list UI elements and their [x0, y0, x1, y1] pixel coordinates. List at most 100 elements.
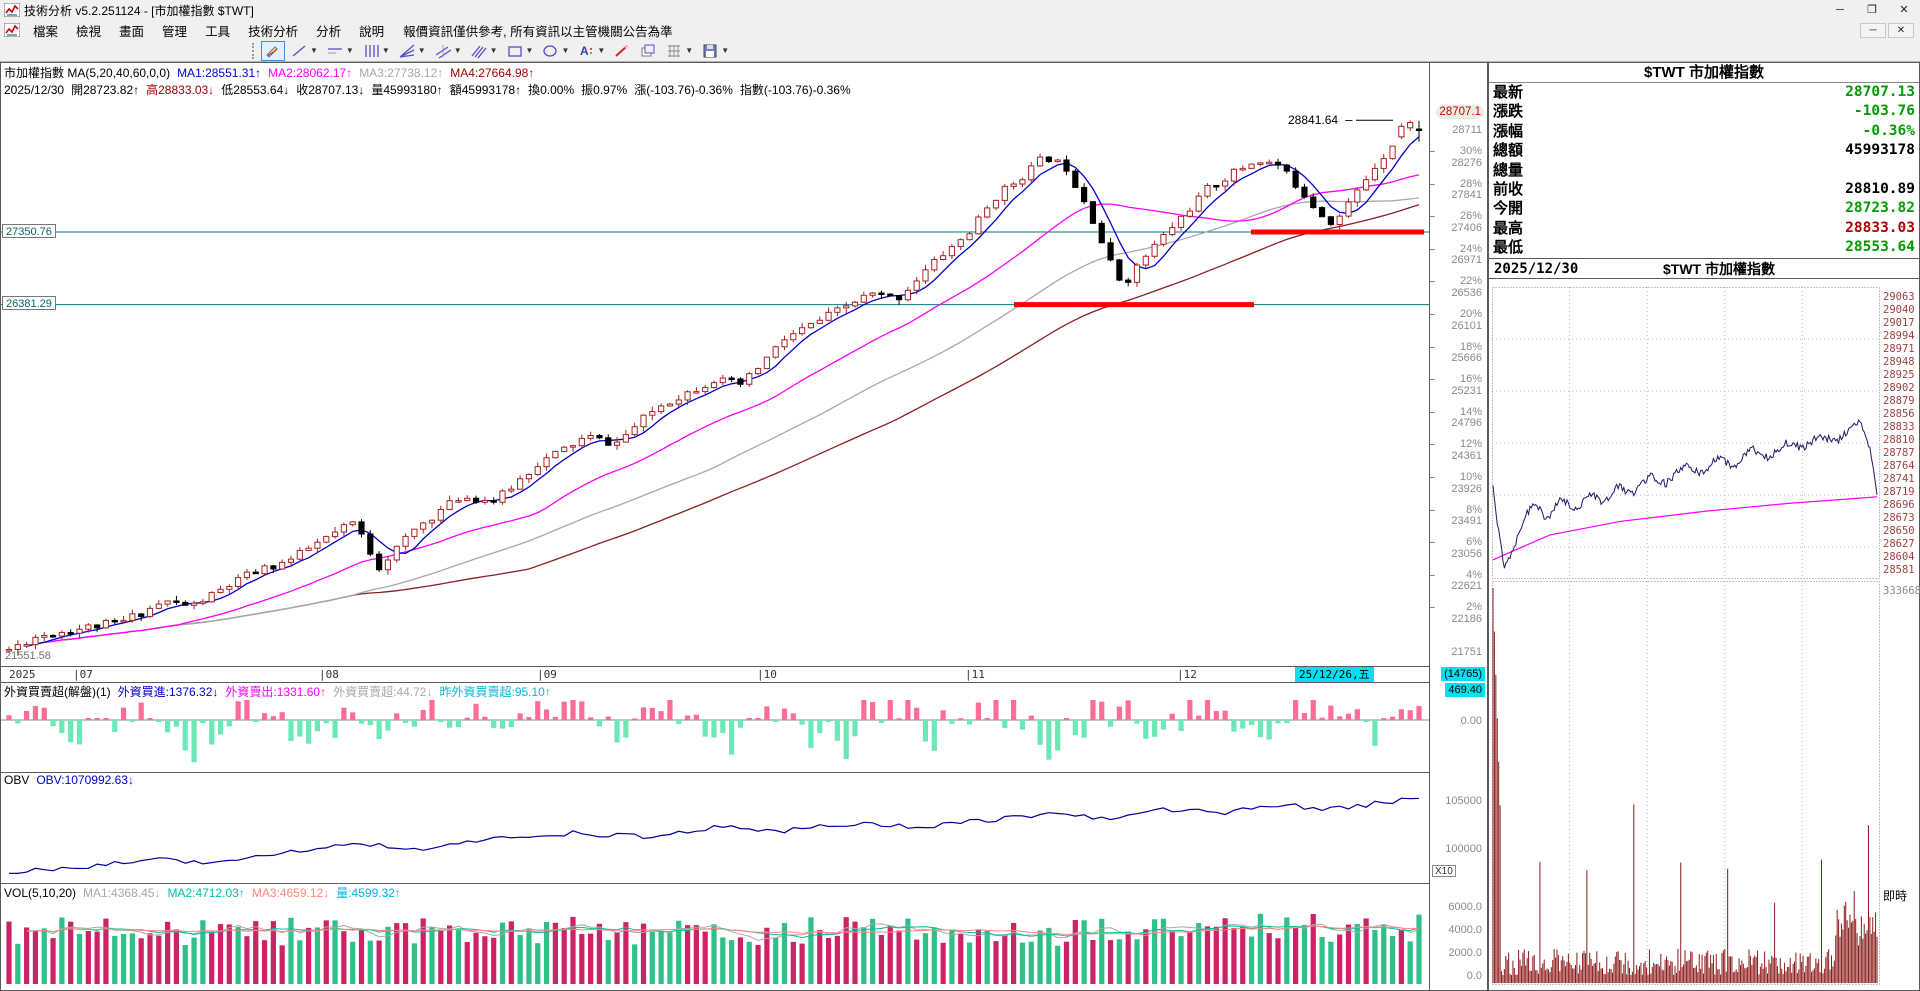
- dropdown-caret-icon[interactable]: ▼: [561, 46, 570, 55]
- tool-text-tool-button[interactable]: A ▼: [574, 41, 608, 61]
- axis-percent-label: 26%: [1459, 210, 1482, 223]
- hdr2-seg-1: 開28723.82↑: [71, 83, 140, 97]
- intraday-axis-label: 28741: [1883, 473, 1915, 485]
- mdi-minimize-button[interactable]: ─: [1860, 22, 1886, 38]
- vol-axis-label: 6000.0: [1448, 901, 1482, 913]
- date-tick: |08: [319, 668, 339, 681]
- vol-hdr-seg-3: MA3:4659.12↓: [251, 886, 330, 900]
- main-chart-region: 市加權指數 MA(5,20,40,60,0,0) MA1:28551.31↑ MA2…: [0, 62, 1430, 991]
- minimize-button[interactable]: ─: [1836, 4, 1844, 16]
- tool-hatch-lines-button[interactable]: ▼: [467, 41, 501, 61]
- tool-fan-lines-button[interactable]: ▼: [395, 41, 429, 61]
- dropdown-caret-icon[interactable]: ▼: [721, 46, 730, 55]
- menu-item-7[interactable]: 說明: [359, 24, 385, 39]
- obv-hdr-seg-1: OBV:1070992.63↓: [36, 773, 134, 787]
- tool-channel-button[interactable]: ▼: [431, 41, 465, 61]
- hdr2-seg-6: 額45993178↑: [449, 83, 522, 97]
- menu-item-4[interactable]: 工具: [205, 24, 231, 39]
- tool-grid-button[interactable]: ▼: [662, 41, 696, 61]
- obv-hdr-seg-0: OBV: [4, 773, 30, 787]
- maximize-button[interactable]: ❐: [1867, 4, 1877, 16]
- axis-percent-label: 8%: [1466, 503, 1482, 516]
- mdi-close-button[interactable]: ✕: [1888, 22, 1914, 38]
- axis-percent-label: 16%: [1459, 373, 1482, 386]
- dropdown-caret-icon[interactable]: ▼: [345, 46, 354, 55]
- date-tick: |09: [537, 668, 557, 681]
- foreign-investor-chart[interactable]: [1, 698, 1429, 772]
- tool-horizontal-line-button[interactable]: ▼: [323, 41, 357, 61]
- foreign-latest-badge: (14765): [1441, 667, 1485, 681]
- quote-row: 前收 28810.89: [1489, 180, 1919, 199]
- dropdown-caret-icon[interactable]: ▼: [381, 46, 390, 55]
- quote-rows: 最新 28707.13 漲跌 -103.76 漲幅 -0.36% 總額 45993178 總量前…: [1489, 83, 1919, 258]
- intraday-axis-label: 28673: [1883, 512, 1915, 524]
- intraday-date: 2025/12/30: [1494, 261, 1579, 277]
- peak-price-annotation: 28841.64 —: [1288, 113, 1353, 127]
- axis-percent-label: 4%: [1466, 568, 1482, 581]
- tool-save-button[interactable]: ▼: [698, 41, 732, 61]
- intraday-price-chart[interactable]: [1492, 287, 1880, 579]
- quote-label: 總量: [1493, 161, 1524, 179]
- axis-tick: [1430, 183, 1435, 185]
- obv-chart[interactable]: [1, 788, 1429, 883]
- menu-item-6[interactable]: 分析: [316, 24, 342, 39]
- price-axis-strip: 28707.1 28711 28276 27841 27406 26971 26536 261…: [1430, 62, 1488, 991]
- hdr2-seg-3: 低28553.64↓: [221, 83, 290, 97]
- foreign-hdr-seg-1: 外資買進:1376.32↓: [117, 685, 219, 699]
- quote-value: -103.76: [1853, 103, 1915, 120]
- dropdown-caret-icon[interactable]: ▼: [685, 46, 694, 55]
- axis-price-label: 22621: [1451, 580, 1482, 593]
- dropdown-caret-icon[interactable]: ▼: [525, 46, 534, 55]
- toolbar-drag-handle: [252, 42, 256, 59]
- axis-percent-label: 20%: [1459, 308, 1482, 320]
- axis-percent-label: 10%: [1459, 471, 1482, 483]
- menu-item-2[interactable]: 畫面: [119, 24, 145, 39]
- menu-app-icon: [4, 23, 20, 37]
- intraday-axis-label: 28856: [1883, 408, 1915, 420]
- menu-items: 檔案 檢視 畫面 管理 工具 技術分析 分析 說明: [24, 20, 393, 41]
- hdr1-seg-2: MA2:28062.17↑: [268, 66, 353, 80]
- menu-item-1[interactable]: 檢視: [76, 24, 102, 39]
- tool-vertical-lines-button[interactable]: ▼: [359, 41, 393, 61]
- drawing-toolbar: ▼ ▼ ▼ ▼ ▼ ▼ ▼ ▼ A ▼ ▼ ▼: [0, 40, 1920, 62]
- channel-icon: [434, 43, 452, 59]
- tool-copy-object-button[interactable]: [636, 41, 660, 61]
- support-level-label-upper: 27350.76: [2, 224, 56, 238]
- vertical-lines-icon: [362, 43, 380, 59]
- dropdown-caret-icon[interactable]: ▼: [310, 46, 318, 55]
- intraday-axis-label: 28581: [1883, 564, 1915, 576]
- obv-axis-label: 105000: [1445, 795, 1482, 807]
- intraday-axis-label: 28833: [1883, 421, 1915, 433]
- foreign-latest-badge: 469.40: [1445, 683, 1485, 697]
- quote-and-intraday-panel: $TWT 市加權指數 最新 28707.13 漲跌 -103.76 漲幅 -0.36% 總額…: [1488, 62, 1920, 991]
- axis-tick: [1430, 542, 1435, 544]
- hdr2-seg-7: 換0.00%: [528, 83, 575, 97]
- menu-item-5[interactable]: 技術分析: [248, 24, 299, 39]
- quote-label: 今開: [1493, 200, 1524, 218]
- axis-percent-label: 14%: [1459, 405, 1482, 418]
- intraday-axis-label: 29040: [1883, 304, 1915, 316]
- axis-price-label: 27841: [1451, 189, 1482, 202]
- menu-item-0[interactable]: 檔案: [33, 24, 59, 39]
- axis-tick: [1430, 477, 1435, 478]
- close-button[interactable]: ✕: [1899, 4, 1909, 16]
- tool-red-pencil-button[interactable]: [610, 41, 634, 61]
- tool-rectangle-button[interactable]: ▼: [503, 41, 537, 61]
- tool-draw-pencil-button[interactable]: [261, 40, 285, 61]
- dropdown-caret-icon[interactable]: ▼: [597, 46, 606, 55]
- volume-chart[interactable]: [1, 899, 1429, 991]
- axis-price-label: 26101: [1451, 319, 1482, 332]
- quote-label: 漲幅: [1493, 122, 1524, 140]
- axis-price-label: 26971: [1451, 254, 1482, 267]
- dropdown-caret-icon[interactable]: ▼: [453, 46, 462, 55]
- intraday-volume-chart[interactable]: [1492, 581, 1880, 985]
- dropdown-caret-icon[interactable]: ▼: [417, 46, 426, 55]
- vol-hdr-seg-2: MA2:4712.03↑: [167, 886, 245, 900]
- candlestick-chart[interactable]: [1, 99, 1429, 666]
- tool-trend-line-button[interactable]: ▼: [287, 41, 321, 61]
- tool-ellipse-button[interactable]: ▼: [538, 41, 572, 61]
- intraday-title: $TWT 市加權指數: [1663, 261, 1775, 277]
- axis-percent-label: 24%: [1459, 242, 1482, 255]
- menu-item-3[interactable]: 管理: [162, 24, 188, 39]
- dropdown-caret-icon[interactable]: ▼: [489, 46, 498, 55]
